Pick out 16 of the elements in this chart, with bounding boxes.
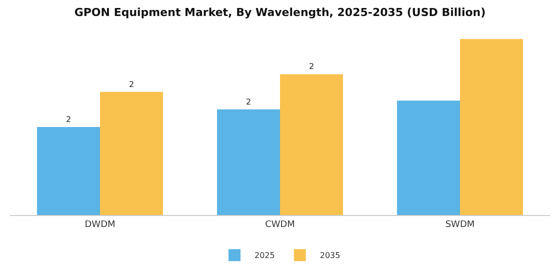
data-label: 2: [246, 97, 252, 106]
bar: [280, 74, 343, 215]
x-tick-label: CWDM: [265, 220, 295, 230]
legend-label: 2025: [254, 251, 275, 260]
bar: [100, 92, 163, 215]
data-label: 2: [66, 115, 72, 124]
x-tick-label: SWDM: [445, 220, 475, 230]
bar: [37, 127, 100, 215]
data-label: 2: [308, 62, 314, 72]
chart-title: GPON Equipment Market, By Wavelength, 2025-2035 (USD Billion): [74, 6, 486, 20]
legend-label: 2035: [320, 251, 340, 260]
bar: [460, 39, 523, 215]
x-tick-label: DWDM: [84, 220, 116, 230]
bar: [217, 109, 280, 215]
bar: [397, 100, 460, 215]
data-label: 2: [128, 80, 134, 89]
